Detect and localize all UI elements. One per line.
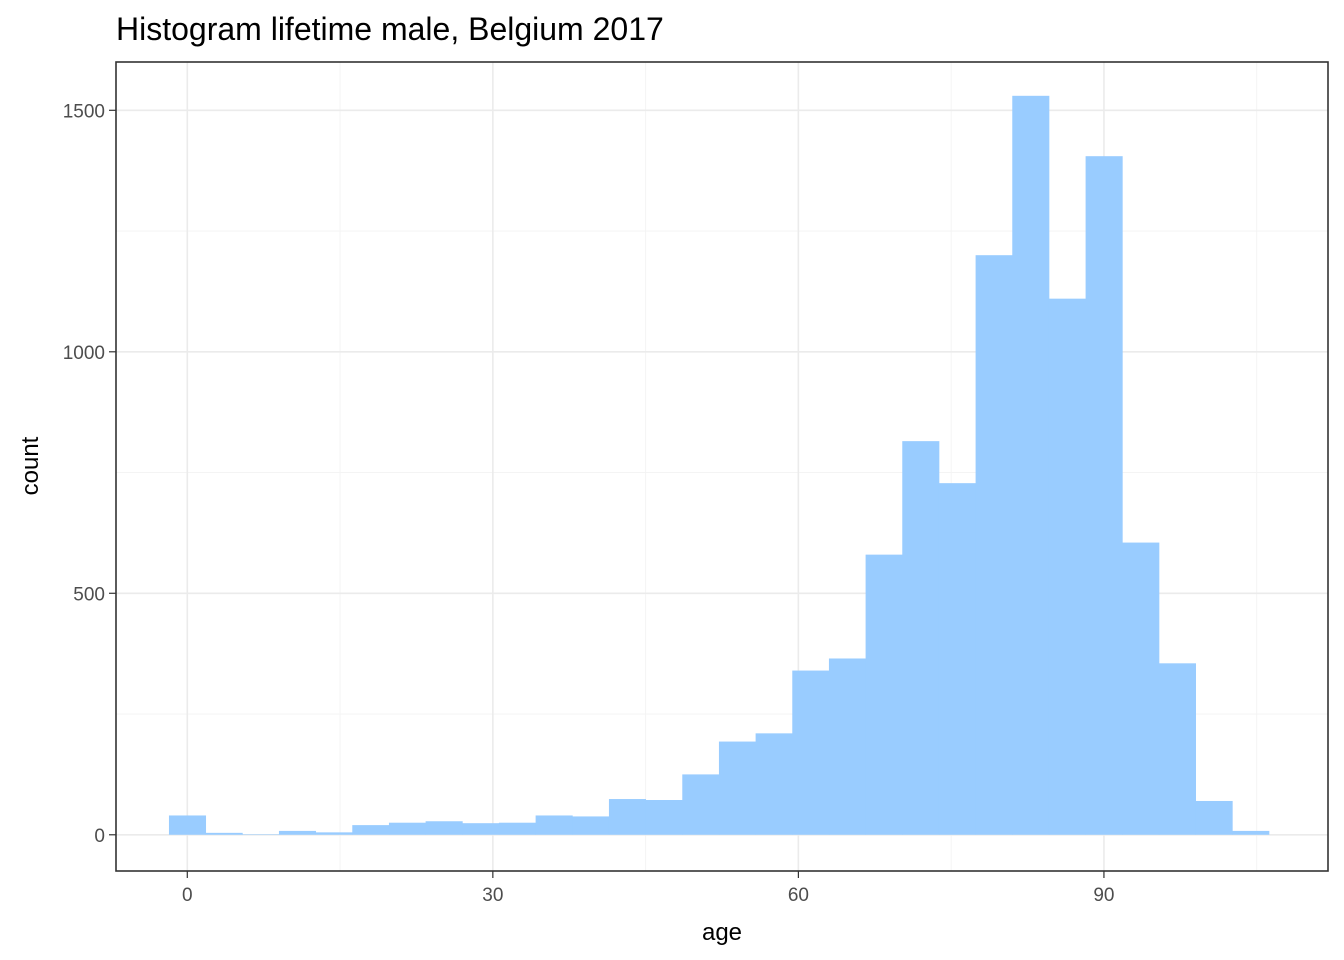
histogram-bar <box>645 800 683 835</box>
y-tick-label: 1000 <box>63 343 105 364</box>
x-tick-label: 30 <box>482 885 503 906</box>
x-axis-title: age <box>702 919 742 946</box>
histogram-bar <box>315 832 353 835</box>
chart-title: Histogram lifetime male, Belgium 2017 <box>116 11 664 47</box>
histogram-bars <box>168 95 1270 835</box>
histogram-bar <box>902 441 940 835</box>
histogram-bar <box>1012 95 1050 835</box>
histogram-bar <box>682 774 720 835</box>
histogram-bar <box>975 255 1013 835</box>
plot-panel-border <box>115 61 1329 872</box>
histogram-bar <box>168 815 207 835</box>
axis-ticks: 0 30 60 90 0 500 1000 1500 <box>63 101 1115 906</box>
histogram-bar <box>278 830 317 835</box>
histogram-bar <box>535 815 573 835</box>
histogram-bar <box>828 658 867 835</box>
histogram-bar <box>1232 830 1270 835</box>
histogram-bar <box>792 670 830 835</box>
histogram-bar <box>498 822 537 835</box>
histogram-bar <box>1195 800 1233 835</box>
histogram-bar <box>865 554 903 835</box>
histogram-bar <box>938 483 977 835</box>
histogram-bar <box>1048 298 1086 835</box>
y-axis-title: count <box>17 436 44 495</box>
y-tick-label: 0 <box>94 826 105 847</box>
histogram-bar <box>572 816 610 835</box>
histogram-bar <box>352 825 390 835</box>
histogram-bar <box>755 733 793 835</box>
histogram-bar <box>1122 542 1160 835</box>
histogram-bar <box>1085 156 1123 835</box>
histogram-bar <box>1158 663 1196 835</box>
x-tick-label: 60 <box>788 885 809 906</box>
histogram-bar <box>205 832 243 835</box>
histogram-bar <box>425 821 463 835</box>
y-tick-label: 1500 <box>63 101 105 122</box>
x-tick-label: 0 <box>182 885 193 906</box>
histogram-bar <box>462 823 500 835</box>
histogram-bar <box>608 799 647 835</box>
x-tick-label: 90 <box>1093 885 1114 906</box>
histogram-bar <box>718 741 757 835</box>
y-tick-label: 500 <box>73 584 105 605</box>
histogram-bar <box>388 822 427 835</box>
